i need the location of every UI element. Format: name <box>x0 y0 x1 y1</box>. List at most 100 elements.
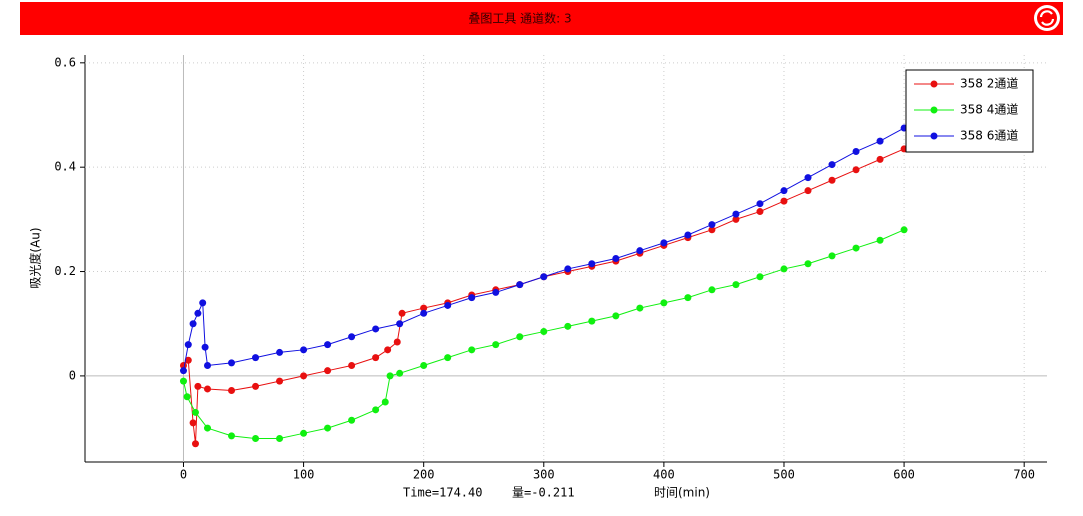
legend-marker <box>930 132 938 140</box>
data-point <box>876 155 884 163</box>
data-point <box>194 382 202 390</box>
y-tick-label: 0.4 <box>54 160 76 174</box>
data-point <box>612 312 620 320</box>
data-point <box>204 385 212 393</box>
data-point <box>804 174 812 182</box>
data-point <box>191 408 199 416</box>
data-point <box>708 226 716 234</box>
data-point <box>852 148 860 156</box>
x-tick-label: 0 <box>180 468 187 482</box>
data-point <box>381 398 389 406</box>
data-point <box>300 372 308 380</box>
data-point <box>732 215 740 223</box>
data-point <box>324 341 332 349</box>
data-point <box>204 361 212 369</box>
data-point <box>756 208 764 216</box>
data-point <box>732 281 740 289</box>
x-tick-label: 200 <box>413 468 435 482</box>
data-point <box>612 255 620 262</box>
data-point <box>204 424 212 432</box>
data-point <box>492 341 500 349</box>
legend: 358 2通道 358 4通道 358 6通道 <box>905 69 1034 153</box>
data-point <box>804 260 812 268</box>
data-point <box>384 346 392 354</box>
data-point <box>900 226 908 234</box>
x-tick-label: 100 <box>293 468 315 482</box>
data-point <box>276 435 284 443</box>
x-tick-label: 600 <box>893 468 915 482</box>
data-point <box>252 435 260 443</box>
data-point <box>636 304 644 312</box>
data-point <box>444 301 452 309</box>
data-point <box>852 244 860 252</box>
data-point <box>276 377 284 385</box>
data-point <box>194 309 202 317</box>
refresh-button[interactable] <box>1034 5 1060 31</box>
data-point <box>372 406 380 414</box>
status-value: 量=-0.211 <box>512 486 575 500</box>
data-point <box>684 231 692 239</box>
data-point <box>492 288 500 296</box>
data-point <box>228 387 236 395</box>
data-point <box>348 361 356 369</box>
data-point <box>348 416 356 424</box>
data-point <box>398 309 406 317</box>
legend-label: 358 4通道 <box>960 103 1018 117</box>
data-point <box>184 341 192 349</box>
data-point <box>393 338 401 346</box>
data-point <box>276 348 284 356</box>
data-point <box>189 320 197 328</box>
data-point <box>300 429 308 437</box>
data-point <box>228 432 236 440</box>
data-point <box>516 333 524 341</box>
data-point <box>780 265 788 273</box>
data-point <box>201 343 209 351</box>
data-point <box>852 166 860 174</box>
data-point <box>199 299 207 307</box>
title-bar <box>20 2 1063 35</box>
x-tick-label: 300 <box>533 468 555 482</box>
data-point <box>191 440 199 448</box>
data-point <box>564 322 572 330</box>
y-tick-label: 0 <box>69 368 76 382</box>
data-point <box>348 333 356 341</box>
data-point <box>420 309 428 317</box>
data-point <box>516 281 524 289</box>
data-point <box>756 200 764 208</box>
x-tick-label: 700 <box>1013 468 1035 482</box>
data-point <box>444 354 452 362</box>
data-point <box>179 367 187 375</box>
data-point <box>252 354 260 362</box>
data-point <box>372 325 380 333</box>
data-point <box>396 320 404 328</box>
data-point <box>708 221 716 229</box>
data-point <box>324 367 332 375</box>
data-point <box>684 294 692 302</box>
data-point <box>183 393 191 401</box>
data-point <box>660 299 668 307</box>
data-point <box>732 210 740 218</box>
data-point <box>756 273 764 281</box>
data-point <box>420 304 428 312</box>
x-axis-label: 时间(min) <box>654 486 710 500</box>
y-tick-label: 0.2 <box>54 264 76 278</box>
legend-label: 358 6通道 <box>960 129 1018 143</box>
data-point <box>396 369 404 377</box>
data-point <box>588 260 596 268</box>
data-point <box>189 419 197 427</box>
data-point <box>228 359 236 367</box>
data-point <box>876 137 884 145</box>
refresh-arrows[interactable] <box>1039 10 1055 26</box>
data-point <box>386 372 394 380</box>
data-point <box>780 197 788 205</box>
data-point <box>828 161 836 169</box>
data-point <box>324 424 332 432</box>
data-point <box>780 187 788 195</box>
data-point <box>636 247 644 255</box>
y-tick-label: 0.6 <box>54 55 76 69</box>
data-point <box>468 294 476 302</box>
status-time: Time=174.40 <box>403 486 482 500</box>
data-point <box>468 346 476 354</box>
legend-label: 358 2通道 <box>960 77 1018 91</box>
